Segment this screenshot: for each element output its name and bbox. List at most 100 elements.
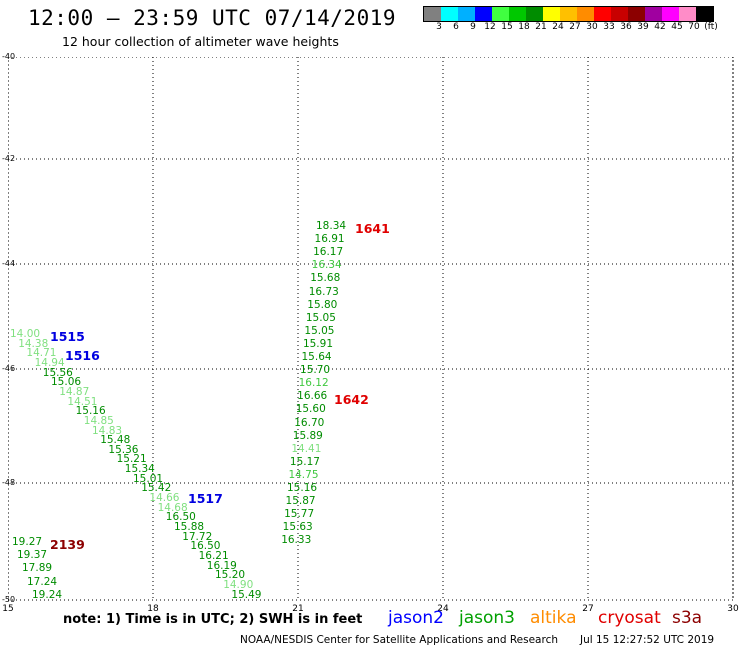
- color-scale-bar: [423, 6, 714, 22]
- pass-time-label: 1642: [334, 392, 369, 407]
- pass-time-label: 1516: [65, 348, 100, 363]
- color-scale-label: 39: [637, 22, 649, 32]
- color-swatch: [475, 7, 492, 21]
- color-swatch: [628, 7, 645, 21]
- color-scale-label: 3: [436, 22, 442, 32]
- color-swatch: [509, 7, 526, 21]
- wave-height-value: 15.63: [282, 521, 313, 534]
- latitude-label: -42: [2, 154, 16, 163]
- wave-height-value: 17.24: [27, 575, 58, 588]
- wave-height-value: 16.73: [308, 285, 339, 298]
- color-swatch: [424, 7, 441, 21]
- wave-height-value: 14.85: [83, 414, 114, 427]
- wave-height-value: 16.50: [165, 511, 196, 524]
- wave-height-value: 15.34: [124, 463, 155, 476]
- wave-height-value: 15.16: [75, 405, 106, 418]
- wave-height-value: 15.42: [141, 482, 172, 495]
- latitude-label: -44: [2, 259, 16, 268]
- timestamp-text: Jul 15 12:27:52 UTC 2019: [580, 634, 715, 646]
- longitude-label: 18: [147, 604, 159, 614]
- credit-text: NOAA/NESDIS Center for Satellite Applica…: [240, 634, 558, 646]
- wave-height-value: 14.75: [288, 468, 319, 481]
- wave-height-value: 15.77: [284, 508, 315, 521]
- color-scale-label: 42: [654, 22, 666, 32]
- color-swatch: [679, 7, 696, 21]
- wave-height-value: 19.27: [12, 536, 43, 548]
- wave-height-value: 14.87: [59, 385, 90, 398]
- page-subtitle: 12 hour collection of altimeter wave hei…: [62, 34, 339, 49]
- color-scale-label: (ft): [704, 22, 718, 32]
- wave-height-value: 15.20: [215, 569, 246, 582]
- wave-height-value: 16.70: [294, 416, 325, 429]
- wave-height-value: 16.19: [206, 559, 237, 572]
- wave-height-value: 15.05: [304, 324, 335, 337]
- wave-height-value: 14.00: [10, 328, 41, 340]
- wave-height-value: 16.50: [190, 540, 221, 553]
- color-scale-label: 30: [586, 22, 598, 32]
- wave-height-value: 15.06: [51, 376, 82, 389]
- wave-height-value: 14.38: [18, 337, 49, 350]
- wave-height-value: 15.64: [301, 351, 332, 363]
- satellite-legend-item: cryosat: [598, 608, 661, 628]
- wave-height-value: 18.34: [316, 220, 347, 232]
- pass-time-label: 1515: [50, 329, 85, 344]
- wave-height-value: 14.94: [34, 356, 65, 369]
- wave-height-value: 15.87: [285, 495, 316, 508]
- wave-height-value: 14.66: [149, 492, 180, 505]
- wave-height-value: 14.41: [291, 442, 322, 455]
- wave-height-value: 15.88: [174, 521, 205, 533]
- wave-height-value: 14.83: [92, 424, 123, 437]
- longitude-label: 27: [582, 604, 594, 614]
- color-swatch: [560, 7, 577, 21]
- map-plot: [8, 57, 734, 601]
- satellite-legend-item: jason2: [388, 608, 444, 628]
- wave-height-value: 16.21: [198, 549, 229, 562]
- pass-time-label: 1517: [188, 491, 223, 506]
- color-scale-label: 6: [453, 22, 459, 32]
- color-scale-label: 27: [569, 22, 581, 32]
- color-swatch: [577, 7, 594, 21]
- wave-height-value: 15.89: [292, 429, 323, 442]
- wave-height-value: 14.90: [223, 578, 254, 591]
- wave-height-value: 15.49: [231, 588, 262, 601]
- wave-height-value: 16.34: [311, 259, 342, 272]
- color-swatch: [543, 7, 560, 21]
- wave-height-value: 17.72: [182, 530, 213, 543]
- wave-height-value: 15.60: [295, 403, 326, 416]
- wave-height-value: 14.51: [67, 395, 98, 408]
- color-scale-label: 45: [671, 22, 683, 32]
- latitude-label: -50: [2, 595, 16, 604]
- wave-height-value: 19.37: [17, 549, 48, 562]
- wave-height-value: 16.17: [313, 246, 344, 259]
- color-scale-label: 21: [535, 22, 547, 32]
- wave-height-value: 15.70: [300, 364, 331, 377]
- color-swatch: [645, 7, 662, 21]
- lat-lon-grid: [8, 57, 734, 601]
- latitude-label: -46: [2, 364, 16, 373]
- color-swatch: [441, 7, 458, 21]
- wave-height-value: 15.16: [287, 482, 318, 494]
- wave-height-value: 16.91: [314, 233, 345, 246]
- wave-height-value: 17.89: [22, 562, 53, 575]
- latitude-label: -48: [2, 478, 16, 487]
- longitude-label: 21: [292, 604, 304, 614]
- color-swatch: [611, 7, 628, 21]
- longitude-label: 24: [437, 604, 449, 614]
- wave-height-value: 14.68: [157, 501, 188, 514]
- wave-height-value: 16.12: [298, 377, 329, 390]
- satellite-legend-item: altika: [530, 608, 577, 628]
- color-swatch: [492, 7, 509, 21]
- wave-height-value: 15.17: [289, 455, 320, 468]
- pass-time-label: 2139: [50, 537, 85, 552]
- wave-height-value: 15.36: [108, 443, 139, 456]
- wave-height-value: 15.48: [100, 434, 131, 447]
- color-swatch: [458, 7, 475, 21]
- wave-height-value: 16.33: [281, 534, 312, 547]
- map-frame: [8, 57, 734, 601]
- wave-height-value: 15.80: [307, 298, 338, 311]
- color-scale-label: 36: [620, 22, 632, 32]
- wave-height-value: 15.05: [305, 311, 336, 324]
- color-swatch: [696, 7, 713, 21]
- longitude-label: 15: [2, 604, 14, 614]
- color-scale-label: 70: [688, 22, 700, 32]
